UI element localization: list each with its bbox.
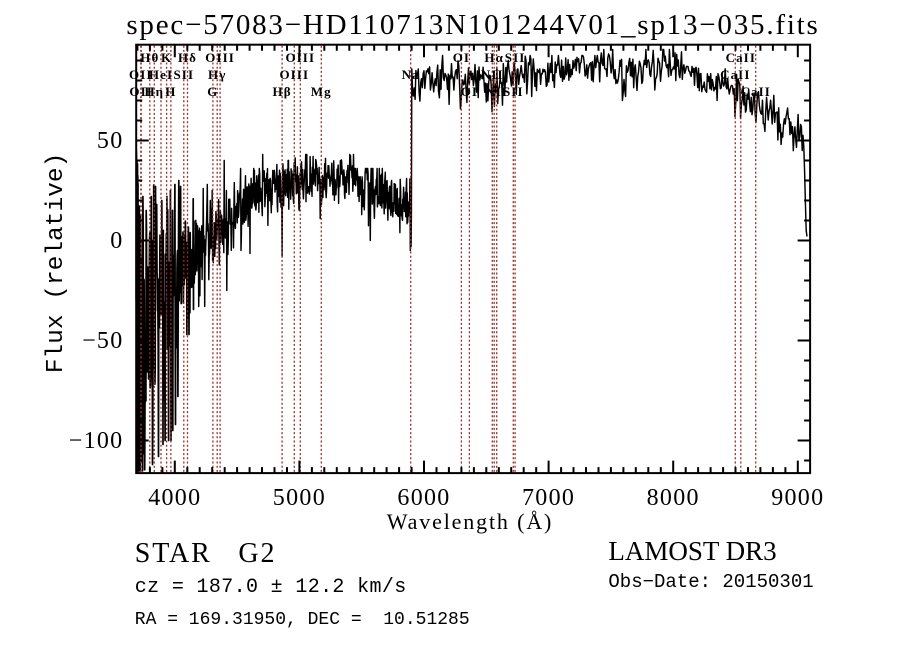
svg-text:cz = 187.0 ± 12.2 km/s: cz = 187.0 ± 12.2 km/s xyxy=(135,576,407,599)
svg-text:G: G xyxy=(207,84,218,99)
svg-text:6000: 6000 xyxy=(397,485,450,511)
svg-text:7000: 7000 xyxy=(522,485,575,511)
svg-text:Mg: Mg xyxy=(311,84,332,99)
svg-text:SII: SII xyxy=(505,50,526,65)
svg-text:H: H xyxy=(165,84,176,99)
svg-text:NII: NII xyxy=(481,67,504,82)
svg-text:−50: −50 xyxy=(82,328,123,354)
svg-text:K: K xyxy=(161,50,172,65)
svg-text:0: 0 xyxy=(110,228,123,254)
svg-text:8000: 8000 xyxy=(647,485,700,511)
svg-text:CaII: CaII xyxy=(740,84,770,99)
svg-text:CaII: CaII xyxy=(726,50,756,65)
svg-text:HeI: HeI xyxy=(149,67,173,82)
svg-text:Hγ: Hγ xyxy=(208,67,226,82)
svg-text:Hθ: Hθ xyxy=(140,50,159,65)
svg-text:OII: OII xyxy=(129,84,153,99)
svg-text:SII: SII xyxy=(173,67,194,82)
svg-text:STAR G2: STAR G2 xyxy=(135,538,277,569)
svg-text:OI: OI xyxy=(461,84,478,99)
svg-text:OIII: OIII xyxy=(285,50,315,65)
svg-text:Flux (relative): Flux (relative) xyxy=(43,153,70,374)
svg-text:50: 50 xyxy=(97,128,124,154)
svg-text:LAMOST DR3: LAMOST DR3 xyxy=(608,536,776,566)
svg-text:9000: 9000 xyxy=(771,485,824,511)
svg-text:OII: OII xyxy=(129,67,153,82)
svg-text:−100: −100 xyxy=(69,428,124,454)
svg-text:SII: SII xyxy=(503,84,524,99)
svg-text:NII: NII xyxy=(485,84,508,99)
svg-text:OIII: OIII xyxy=(279,67,309,82)
svg-text:RA = 169.31950, DEC = 10.5128: RA = 169.31950, DEC = 10.51285 xyxy=(135,610,470,630)
svg-text:4000: 4000 xyxy=(148,485,201,511)
svg-text:Hδ: Hδ xyxy=(178,50,197,65)
svg-text:Na: Na xyxy=(402,67,420,82)
svg-text:Wavelength (Å): Wavelength (Å) xyxy=(387,509,553,534)
svg-text:OI: OI xyxy=(453,50,470,65)
svg-text:OIII: OIII xyxy=(205,50,235,65)
svg-text:spec−57083−HD110713N101244V01_: spec−57083−HD110713N101244V01_sp13−035.f… xyxy=(126,9,819,41)
svg-text:Hβ: Hβ xyxy=(273,84,292,99)
svg-text:5000: 5000 xyxy=(273,485,326,511)
svg-text:CaII: CaII xyxy=(720,67,750,82)
svg-text:Obs−Date: 20150301: Obs−Date: 20150301 xyxy=(608,571,813,593)
svg-text:Hη: Hη xyxy=(144,84,164,99)
svg-text:Hα: Hα xyxy=(484,50,504,65)
